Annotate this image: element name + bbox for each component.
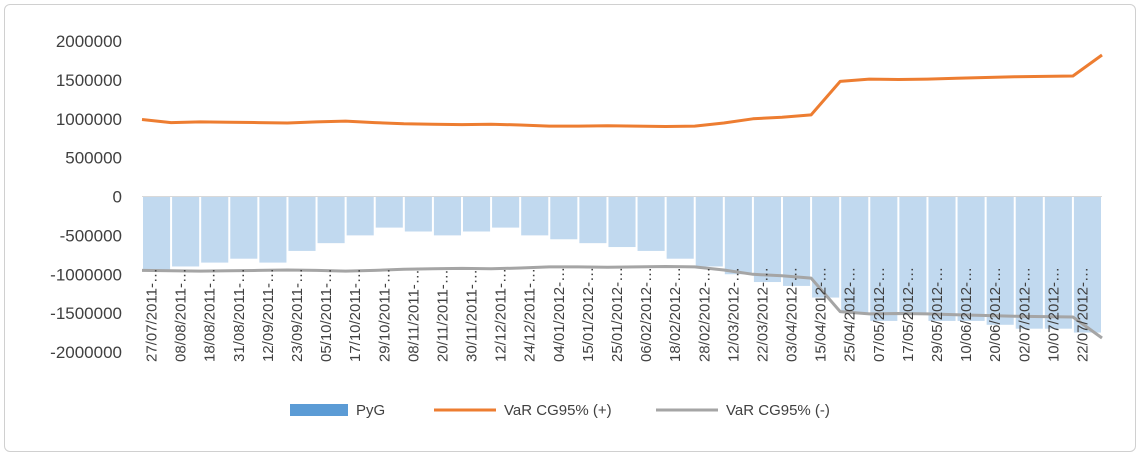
x-tick-label: 30/11/2011-… bbox=[464, 269, 481, 362]
pyg-bar bbox=[753, 196, 781, 283]
x-tick-label: 31/08/2011-… bbox=[231, 268, 248, 362]
x-tick-label: 15/01/2012-… bbox=[580, 267, 597, 362]
x-tick-label: 18/08/2011-… bbox=[202, 268, 219, 362]
y-tick-label: -1000000 bbox=[50, 265, 122, 284]
pyg-bar bbox=[870, 196, 898, 321]
x-tick-label: 29/05/2012-… bbox=[929, 267, 946, 362]
pyg-bar bbox=[346, 196, 374, 236]
pyg-bar bbox=[492, 196, 520, 228]
legend: PyG VaR CG95% (+) VaR CG95% (-) bbox=[290, 402, 830, 419]
pyg-bar bbox=[957, 196, 985, 321]
pyg-bar bbox=[812, 196, 840, 298]
x-tick-label: 18/02/2012-… bbox=[667, 267, 684, 362]
pyg-bar bbox=[841, 196, 869, 314]
y-tick-label: 2000000 bbox=[56, 32, 122, 51]
pyg-bar bbox=[928, 196, 956, 321]
pyg-bar bbox=[579, 196, 607, 244]
x-tick-label: 10/06/2012-… bbox=[958, 267, 975, 362]
x-axis-ticks: 27/07/2011-… 08/08/2011-… 18/08/2011-… 31/0… bbox=[144, 267, 1092, 362]
pyg-bar bbox=[317, 196, 345, 244]
y-tick-label: 0 bbox=[113, 188, 122, 207]
x-tick-label: 25/04/2012-… bbox=[842, 267, 859, 362]
pyg-bar bbox=[521, 196, 549, 236]
pyg-bar bbox=[666, 196, 694, 259]
legend-label: VaR CG95% (+) bbox=[504, 402, 612, 419]
pyg-bar bbox=[288, 196, 316, 251]
pyg-bar bbox=[899, 196, 927, 314]
pyg-bar bbox=[1073, 196, 1101, 333]
x-tick-label: 27/07/2011-… bbox=[144, 268, 161, 362]
x-tick-label: 08/08/2011-… bbox=[173, 268, 190, 362]
pyg-bar bbox=[608, 196, 636, 248]
x-tick-label: 03/04/2012-… bbox=[784, 267, 801, 362]
x-tick-label: 17/05/2012-… bbox=[900, 267, 917, 362]
pyg-bar bbox=[1015, 196, 1043, 329]
pyg-bar bbox=[230, 196, 258, 259]
x-tick-label: 20/06/2012-… bbox=[987, 267, 1004, 362]
x-tick-label: 12/09/2011-… bbox=[260, 268, 277, 362]
x-tick-label: 10/07/2012-… bbox=[1045, 267, 1062, 362]
x-tick-label: 22/03/2012-… bbox=[755, 267, 772, 362]
pyg-bar bbox=[259, 196, 287, 263]
y-tick-label: -2000000 bbox=[50, 343, 122, 362]
x-tick-label: 15/04/2012-… bbox=[813, 267, 830, 362]
pyg-bar bbox=[550, 196, 578, 240]
y-tick-label: 500000 bbox=[65, 149, 122, 168]
x-tick-label: 17/10/2011-… bbox=[347, 268, 364, 362]
pyg-bar bbox=[637, 196, 665, 251]
legend-swatch bbox=[290, 404, 348, 416]
y-axis-ticks: 2000000 1500000 1000000 500000 0 -500000 -1000… bbox=[50, 32, 122, 362]
pyg-bar bbox=[1044, 196, 1072, 329]
pyg-bar bbox=[724, 196, 752, 275]
pyg-bar bbox=[143, 196, 171, 271]
pyg-bar bbox=[463, 196, 491, 232]
legend-label: PyG bbox=[356, 402, 385, 419]
x-tick-label: 24/12/2011-… bbox=[522, 268, 539, 362]
bar-series-pyg bbox=[143, 196, 1101, 333]
x-tick-label: 07/05/2012-… bbox=[871, 267, 888, 362]
y-tick-label: 1500000 bbox=[56, 71, 122, 90]
pyg-bar bbox=[375, 196, 403, 228]
pyg-bar bbox=[783, 196, 811, 286]
x-tick-label: 25/01/2012-… bbox=[609, 267, 626, 362]
y-tick-label: -500000 bbox=[60, 226, 122, 245]
x-tick-label: 06/02/2012-… bbox=[638, 267, 655, 362]
x-tick-label: 02/07/2012-… bbox=[1016, 267, 1033, 362]
pyg-bar bbox=[172, 196, 200, 267]
var-negative-line bbox=[141, 265, 1103, 340]
x-tick-label: 29/10/2011-… bbox=[376, 268, 393, 362]
x-tick-label: 20/11/2011-… bbox=[435, 269, 452, 362]
x-tick-label: 12/12/2011-… bbox=[493, 268, 510, 362]
y-tick-label: -1500000 bbox=[50, 304, 122, 323]
pyg-bar bbox=[201, 196, 229, 263]
line-series bbox=[141, 53, 1103, 340]
pyg-bar bbox=[404, 196, 432, 232]
x-tick-label: 12/03/2012-… bbox=[725, 267, 742, 362]
x-tick-label: 05/10/2011-… bbox=[318, 268, 335, 362]
x-tick-label: 08/11/2011-… bbox=[405, 269, 422, 362]
x-tick-label: 28/02/2012-… bbox=[696, 267, 713, 362]
legend-label: VaR CG95% (-) bbox=[726, 402, 830, 419]
pyg-bar bbox=[986, 196, 1014, 325]
x-tick-label: 23/09/2011-… bbox=[289, 268, 306, 362]
y-tick-label: 1000000 bbox=[56, 110, 122, 129]
x-tick-label: 22/07/2012-… bbox=[1075, 267, 1092, 362]
x-tick-label: 04/01/2012-… bbox=[551, 267, 568, 362]
pyg-bar bbox=[695, 196, 723, 267]
var-positive-line bbox=[141, 53, 1103, 128]
pyg-bar bbox=[433, 196, 461, 236]
